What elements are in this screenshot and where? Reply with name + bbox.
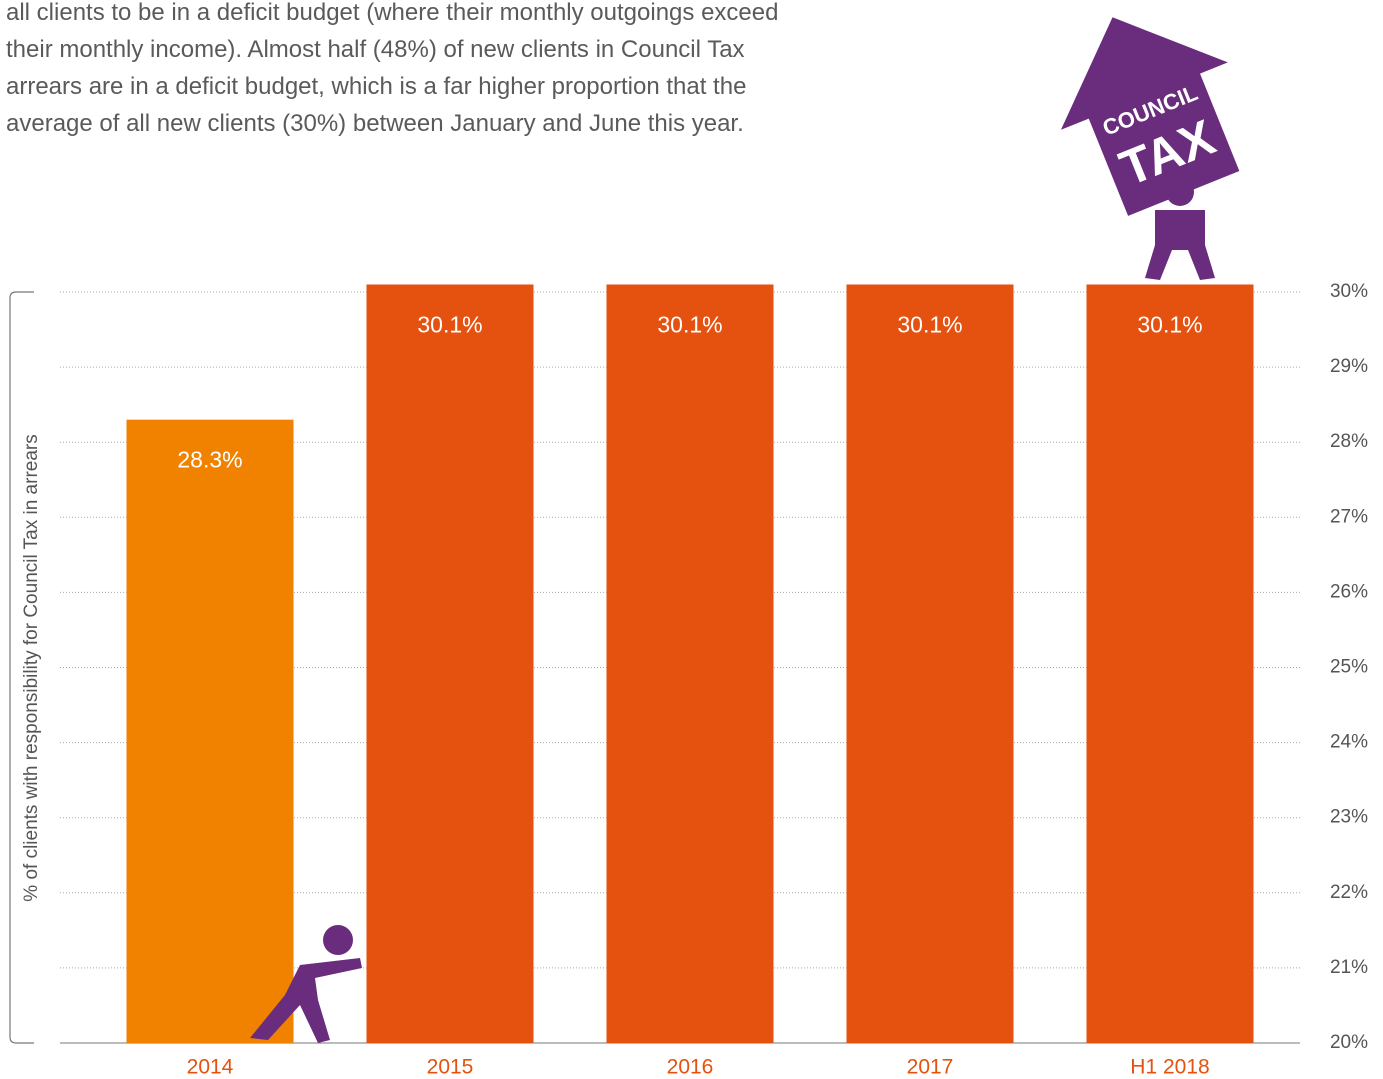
value-label: 30.1% — [1137, 312, 1202, 338]
y-tick-label: 22% — [1330, 882, 1368, 903]
bar — [846, 284, 1014, 1043]
x-tick-label: 2017 — [907, 1056, 954, 1079]
y-tick-label: 25% — [1330, 657, 1368, 678]
plot: 20% 21% 22% 23% 24% 25% 26% 27% 28% 29% 30% 28.3% 20… — [60, 281, 1368, 1079]
intro-line: average of all new clients (30%) between… — [6, 110, 744, 137]
lifting-figure — [1145, 178, 1215, 280]
intro-line: their monthly income). Almost half (48%)… — [6, 36, 745, 63]
y-tick-label: 21% — [1330, 957, 1368, 978]
bar — [1086, 284, 1254, 1043]
y-tick-label: 23% — [1330, 807, 1368, 828]
intro-line: arrears are in a deficit budget, which i… — [6, 73, 746, 100]
y-axis-label: % of clients with responsibility for Cou… — [21, 434, 42, 901]
axis-bracket — [9, 291, 34, 1044]
pushing-figure — [250, 925, 362, 1043]
value-label: 28.3% — [177, 447, 242, 473]
y-tick-label: 24% — [1330, 732, 1368, 753]
y-tick-label: 27% — [1330, 506, 1368, 527]
y-tick-label: 26% — [1330, 581, 1368, 602]
x-tick-label: 2014 — [187, 1056, 234, 1079]
x-tick-label: 2016 — [667, 1056, 714, 1079]
y-tick-label: 28% — [1330, 431, 1368, 452]
council-tax-badge: COUNCIL TAX — [1060, 17, 1240, 216]
x-tick-label: H1 2018 — [1130, 1056, 1209, 1079]
x-tick-label: 2015 — [427, 1056, 474, 1079]
value-label: 30.1% — [897, 312, 962, 338]
bar — [126, 419, 294, 1043]
intro-line: all clients to be in a deficit budget (w… — [6, 0, 778, 26]
bar — [366, 284, 534, 1043]
y-tick-label: 20% — [1330, 1032, 1368, 1053]
value-label: 30.1% — [417, 312, 482, 338]
bar — [606, 284, 774, 1043]
value-label: 30.1% — [657, 312, 722, 338]
y-tick-label: 29% — [1330, 356, 1368, 377]
y-tick-label: 30% — [1330, 281, 1368, 302]
